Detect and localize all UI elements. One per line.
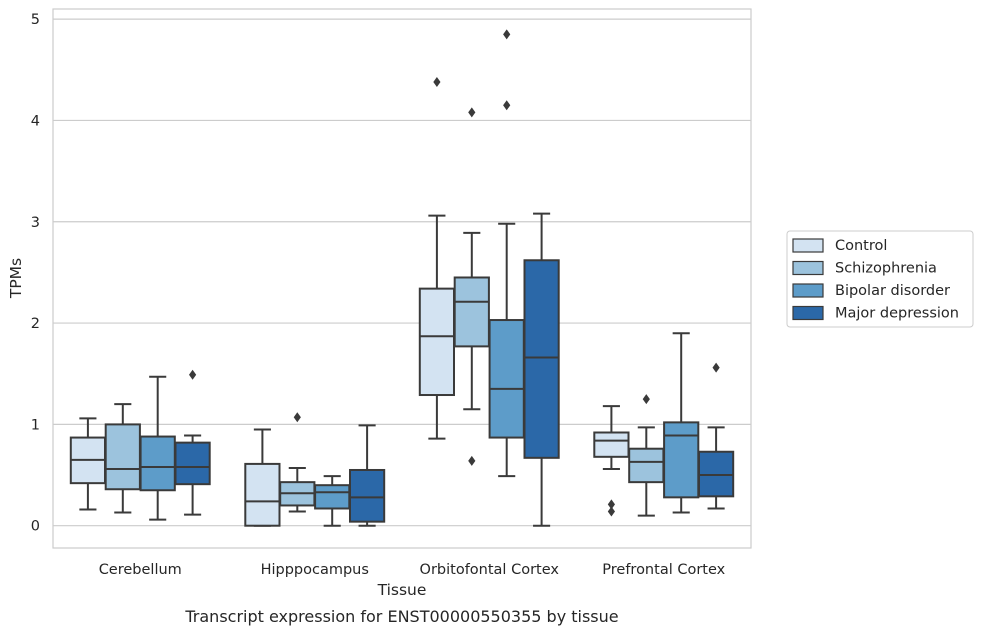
box-series-layer xyxy=(69,29,735,527)
legend-label: Major depression xyxy=(835,306,959,322)
box-iqr xyxy=(523,259,560,459)
box-group xyxy=(593,405,630,517)
box-iqr xyxy=(418,287,456,397)
x-tick-label: Orbitofontal Cortex xyxy=(420,562,560,578)
box-iqr xyxy=(488,319,525,439)
y-gridlines xyxy=(53,18,751,527)
box-group xyxy=(697,362,735,510)
box-iqr xyxy=(174,441,211,486)
chart-caption: Transcript expression for ENST0000055035… xyxy=(184,607,618,626)
y-tick-label: 4 xyxy=(31,113,40,129)
legend-swatch xyxy=(792,238,824,253)
box-group xyxy=(279,412,316,513)
legend-swatch xyxy=(792,305,824,321)
outlier-point xyxy=(712,362,720,373)
y-tick-label: 0 xyxy=(31,519,40,535)
outlier-point xyxy=(433,76,441,87)
outlier-point xyxy=(189,369,197,380)
box-group xyxy=(523,212,560,527)
legend-swatch xyxy=(792,260,824,276)
box-group xyxy=(348,424,386,527)
legend-label: Schizophrenia xyxy=(835,261,937,277)
box-group xyxy=(314,475,351,527)
box-iqr xyxy=(663,421,700,499)
box-iqr xyxy=(244,462,281,527)
box-iqr xyxy=(139,435,176,492)
box-iqr xyxy=(628,447,665,484)
box-iqr xyxy=(104,423,141,491)
outlier-point xyxy=(503,100,511,111)
legend-label: Bipolar disorder xyxy=(835,283,950,299)
box-group xyxy=(663,332,700,514)
box-group xyxy=(139,375,176,521)
y-axis-title: TPMs xyxy=(7,258,25,299)
box-group xyxy=(453,107,490,466)
outlier-point xyxy=(503,29,511,40)
box-group xyxy=(174,369,211,516)
box-group xyxy=(104,403,141,514)
x-axis-title: Tissue xyxy=(377,581,427,599)
plot-area-frame xyxy=(52,8,752,549)
legend-swatch xyxy=(792,283,824,298)
box-iqr xyxy=(348,468,386,523)
box-group xyxy=(244,428,281,527)
box-iqr xyxy=(453,276,490,348)
box-iqr xyxy=(593,431,630,458)
box-group xyxy=(488,29,525,478)
box-iqr xyxy=(697,450,735,498)
legend-label: Control xyxy=(835,238,887,254)
legend-frame xyxy=(786,230,974,328)
y-tick-label: 1 xyxy=(31,417,40,433)
x-tick-label: Prefrontal Cortex xyxy=(602,562,725,578)
box-iqr xyxy=(314,484,351,510)
y-tick-label: 3 xyxy=(31,215,40,231)
outlier-point xyxy=(642,394,650,405)
box-group xyxy=(418,76,456,440)
x-tick-label: Cerebellum xyxy=(99,562,182,578)
outlier-point xyxy=(607,499,615,510)
x-tick-labels: Cerebellum Hipppocampus Orbitofontal Corte… xyxy=(99,562,726,578)
box-group xyxy=(628,394,665,517)
outlier-point xyxy=(468,107,476,118)
y-tick-label: 5 xyxy=(31,12,40,28)
y-tick-labels: 0 1 2 3 4 5 xyxy=(31,12,40,535)
y-tick-label: 2 xyxy=(31,316,40,332)
outlier-point xyxy=(293,412,301,423)
legend: Control Schizophrenia Bipolar disorder Majo… xyxy=(786,230,974,328)
outlier-point xyxy=(468,455,476,466)
outlier-point xyxy=(607,506,615,517)
box-group xyxy=(69,417,107,511)
x-tick-label: Hipppocampus xyxy=(261,562,369,578)
